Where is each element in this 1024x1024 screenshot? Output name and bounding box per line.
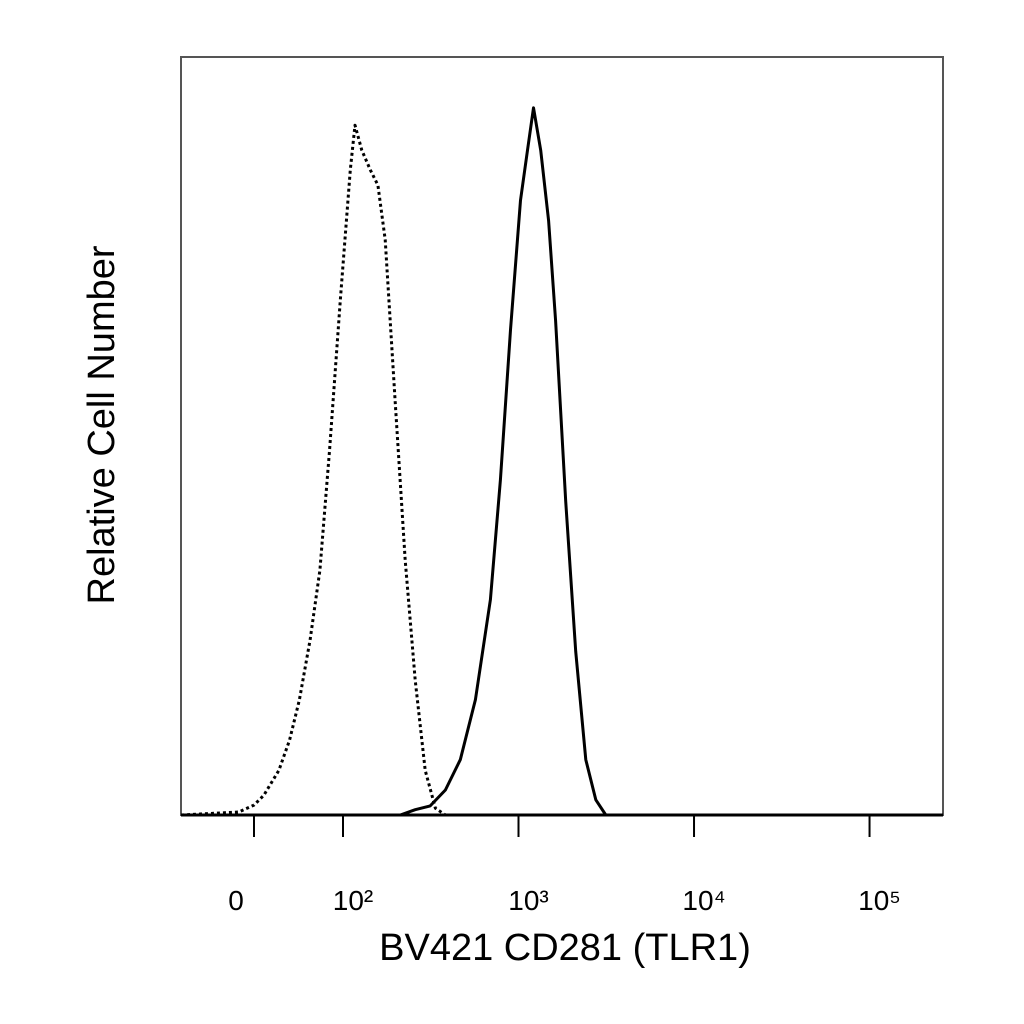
x-axis-label: BV421 CD281 (TLR1): [379, 927, 751, 969]
x-tick-label: 10²: [333, 885, 373, 916]
x-tick-label: 0: [228, 885, 244, 916]
x-tick-label: 10⁴: [682, 885, 725, 916]
histogram-line: [181, 106, 943, 817]
x-tick-label: 10⁵: [858, 885, 901, 916]
histogram-line: [180, 123, 943, 817]
x-tick-label: 10³: [508, 885, 548, 916]
y-axis-label: Relative Cell Number: [81, 245, 123, 604]
